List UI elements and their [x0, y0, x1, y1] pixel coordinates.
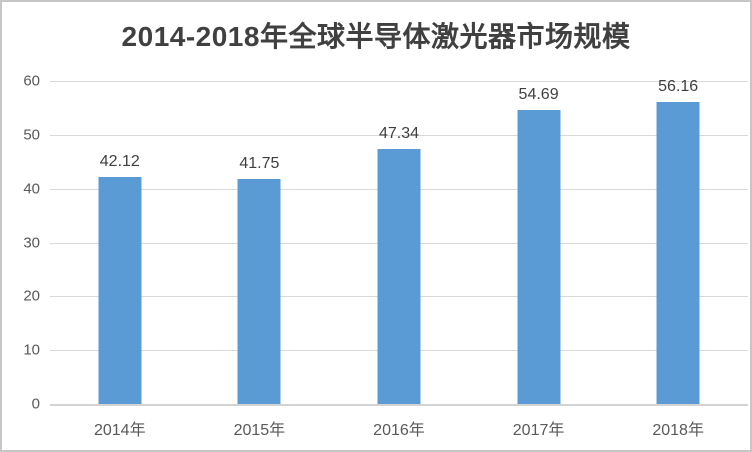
bar-cell: 42.12 [50, 81, 190, 404]
bar-2016年 [377, 149, 421, 404]
bar-cell: 54.69 [469, 81, 609, 404]
y-axis: 0 10 20 30 40 50 60 [23, 74, 748, 412]
x-axis: 2014年 2015年 2016年 2017年 2018年 [50, 416, 748, 440]
x-axis-category-label: 2014年 [93, 422, 146, 439]
y-axis-tick-label: 60 [23, 72, 40, 90]
x-axis-category-label: 2015年 [233, 422, 286, 439]
chart-title: 2014-2018年全球半导体激光器市场规模 [121, 21, 631, 52]
bar-series: 42.12 41.75 47.34 54.69 56.16 [50, 77, 748, 404]
y-axis-tick-label: 20 [23, 287, 40, 305]
bar-2015年 [237, 179, 281, 404]
bar-cell: 47.34 [329, 81, 469, 404]
bar-value-label: 47.34 [378, 125, 420, 143]
x-axis-category-label: 2016年 [373, 422, 425, 439]
y-axis-tick-label: 10 [23, 341, 40, 359]
x-axis-category-label: 2017年 [512, 422, 565, 439]
bar-value-label: 41.75 [239, 155, 280, 173]
y-axis-tick-label: 50 [23, 126, 40, 144]
gridline [50, 134, 748, 136]
y-axis-tick-label: 40 [23, 180, 40, 198]
y-axis-tick-label: 30 [23, 234, 40, 251]
bar-value-label: 56.16 [658, 77, 699, 95]
bar-value-label: 42.12 [99, 153, 140, 171]
bar-2017年 [517, 109, 561, 404]
bar-cell: 41.75 [190, 81, 330, 404]
bar-2018年 [656, 101, 700, 404]
y-axis-tick-label: 0 [31, 395, 40, 413]
plot-area: 0 10 20 30 40 50 60 42.12 41.75 47.34 54.69 56.16 [23, 74, 748, 412]
bar-cell: 56.16 [608, 77, 748, 404]
bar-2014年 [98, 177, 142, 404]
gridline [50, 81, 748, 82]
bar-value-label: 54.69 [518, 85, 559, 103]
x-axis-category-label: 2018年 [652, 422, 704, 439]
